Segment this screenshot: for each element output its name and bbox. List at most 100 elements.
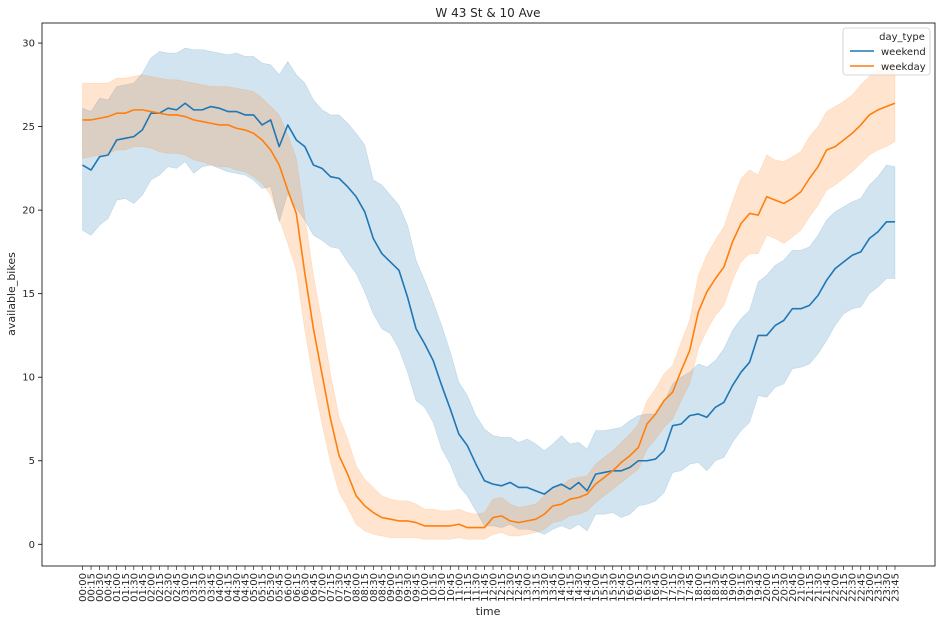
x-tick-label: 07:45 xyxy=(343,573,354,602)
y-tick-label: 30 xyxy=(22,39,35,50)
x-tick-label: 02:30 xyxy=(164,573,175,602)
x-tick-label: 01:15 xyxy=(121,573,132,602)
x-tick-label: 06:45 xyxy=(309,573,320,602)
x-tick-label: 14:45 xyxy=(583,573,594,602)
legend-title: day_type xyxy=(879,32,925,43)
y-tick-label: 20 xyxy=(22,206,35,217)
x-tick-label: 02:45 xyxy=(172,573,183,602)
x-tick-label: 09:45 xyxy=(412,573,423,602)
x-tick-label: 16:30 xyxy=(642,573,653,602)
x-tick-label: 06:15 xyxy=(292,573,303,602)
x-tick-label: 20:00 xyxy=(762,573,773,602)
x-tick-label: 01:45 xyxy=(138,573,149,602)
x-tick-label: 02:00 xyxy=(146,573,157,602)
x-tick-label: 23:15 xyxy=(873,573,884,602)
x-tick-label: 20:15 xyxy=(771,573,782,602)
x-tick-label: 19:15 xyxy=(737,573,748,602)
x-tick-label: 00:15 xyxy=(87,573,98,602)
y-axis: 0 5 10 15 20 25 30 xyxy=(22,39,42,551)
x-tick-label: 14:15 xyxy=(566,573,577,602)
x-tick-label: 15:30 xyxy=(608,573,619,602)
x-tick-label: 00:45 xyxy=(104,573,115,602)
x-tick-label: 23:45 xyxy=(891,573,902,602)
x-tick-label: 15:15 xyxy=(600,573,611,602)
legend-label-weekend: weekend xyxy=(881,47,926,58)
x-tick-label: 02:15 xyxy=(155,573,166,602)
x-tick-label: 12:15 xyxy=(497,573,508,602)
x-tick-label: 07:30 xyxy=(335,573,346,602)
x-tick-label: 14:00 xyxy=(557,573,568,602)
x-axis-label: time xyxy=(476,605,501,618)
x-tick-label: 08:45 xyxy=(377,573,388,602)
series-line-weekday xyxy=(82,102,896,529)
x-tick-label: 05:30 xyxy=(266,573,277,602)
x-tick-label: 07:00 xyxy=(317,573,328,602)
x-tick-label: 05:15 xyxy=(258,573,269,602)
x-tick-label: 17:15 xyxy=(668,573,679,602)
x-tick-label: 22:15 xyxy=(839,573,850,602)
x-tick-label: 14:30 xyxy=(574,573,585,602)
x-tick-label: 04:15 xyxy=(223,573,234,602)
x-tick-label: 11:30 xyxy=(471,573,482,602)
x-tick-label: 01:30 xyxy=(129,573,140,602)
x-tick-label: 00:00 xyxy=(78,573,89,602)
x-tick-label: 04:45 xyxy=(241,573,252,602)
plot-area-frame xyxy=(41,22,936,567)
series-lines xyxy=(82,102,896,529)
x-tick-label: 21:30 xyxy=(814,573,825,602)
x-tick-label: 05:45 xyxy=(275,573,286,602)
x-tick-label: 21:45 xyxy=(822,573,833,602)
x-tick-label: 11:15 xyxy=(463,573,474,602)
x-tick-label: 00:30 xyxy=(95,573,106,602)
x-tick-label: 16:00 xyxy=(625,573,636,602)
x-tick-label: 23:30 xyxy=(882,573,893,602)
x-tick-label: 21:00 xyxy=(796,573,807,602)
x-tick-label: 13:15 xyxy=(531,573,542,602)
x-tick-label: 18:30 xyxy=(711,573,722,602)
x-tick-label: 18:15 xyxy=(702,573,713,602)
x-tick-label: 19:45 xyxy=(754,573,765,602)
x-tick-label: 17:00 xyxy=(660,573,671,602)
x-tick-label: 03:00 xyxy=(181,573,192,602)
y-tick-label: 10 xyxy=(22,373,35,384)
x-tick-label: 15:45 xyxy=(617,573,628,602)
x-tick-label: 09:30 xyxy=(403,573,414,602)
x-tick-label: 13:00 xyxy=(523,573,534,602)
x-tick-label: 11:45 xyxy=(480,573,491,602)
x-tick-label: 17:45 xyxy=(685,573,696,602)
x-tick-label: 08:15 xyxy=(360,573,371,602)
x-tick-label: 17:30 xyxy=(677,573,688,602)
x-tick-label: 18:00 xyxy=(694,573,705,602)
x-axis: 00:0000:1500:3000:4501:0001:1501:3001:45… xyxy=(78,566,902,602)
legend: day_type weekend weekday xyxy=(842,27,931,76)
y-axis-label: available_bikes xyxy=(5,252,18,336)
x-tick-label: 20:45 xyxy=(788,573,799,602)
band-weekend xyxy=(82,47,896,535)
x-tick-label: 07:15 xyxy=(326,573,337,602)
x-tick-label: 01:00 xyxy=(112,573,123,602)
x-tick-label: 16:15 xyxy=(634,573,645,602)
x-tick-label: 09:15 xyxy=(394,573,405,602)
x-tick-label: 10:30 xyxy=(437,573,448,602)
x-tick-label: 04:30 xyxy=(232,573,243,602)
x-tick-label: 10:00 xyxy=(420,573,431,602)
x-tick-label: 10:15 xyxy=(429,573,440,602)
x-tick-label: 08:00 xyxy=(352,573,363,602)
x-tick-label: 21:15 xyxy=(805,573,816,602)
x-tick-label: 03:30 xyxy=(198,573,209,602)
x-tick-label: 20:30 xyxy=(779,573,790,602)
x-tick-label: 10:45 xyxy=(446,573,457,602)
y-tick-label: 0 xyxy=(29,540,35,551)
x-tick-label: 22:30 xyxy=(848,573,859,602)
x-tick-label: 06:00 xyxy=(283,573,294,602)
x-tick-label: 12:45 xyxy=(514,573,525,602)
x-tick-label: 06:30 xyxy=(300,573,311,602)
x-tick-label: 19:00 xyxy=(728,573,739,602)
x-tick-label: 03:15 xyxy=(189,573,200,602)
x-tick-label: 12:30 xyxy=(506,573,517,602)
x-tick-label: 22:45 xyxy=(856,573,867,602)
series-line-weekend xyxy=(82,102,895,495)
x-tick-label: 13:45 xyxy=(548,573,559,602)
x-tick-label: 15:00 xyxy=(591,573,602,602)
